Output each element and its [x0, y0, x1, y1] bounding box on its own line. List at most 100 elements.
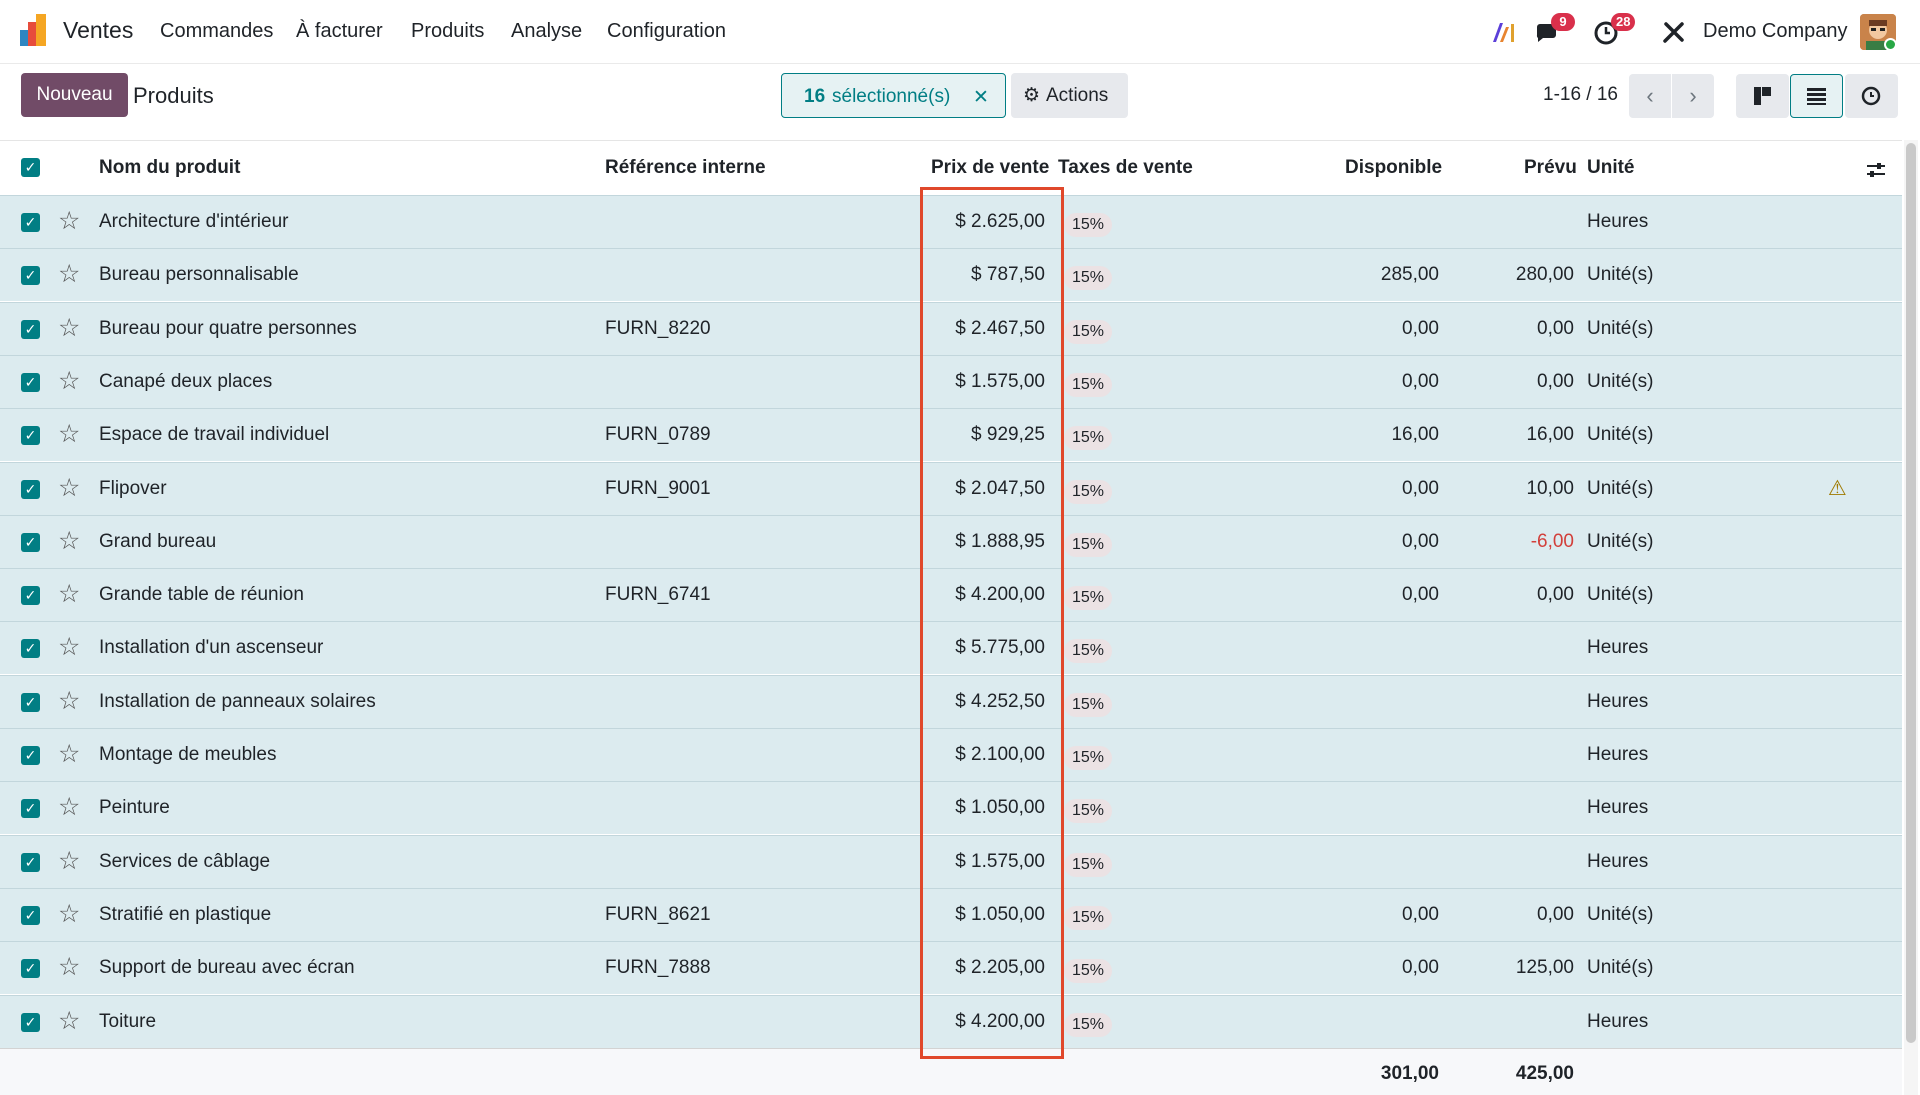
header-available[interactable]: Disponible	[1345, 157, 1443, 178]
row-checkbox[interactable]: ✓	[21, 479, 40, 499]
unit-of-measure: Unité(s)	[1587, 370, 1654, 392]
chat-icon[interactable]	[1533, 18, 1561, 46]
star-icon[interactable]: ☆	[58, 366, 81, 395]
pager-value[interactable]: 1-16 / 16	[1543, 84, 1618, 105]
list-icon	[1807, 88, 1826, 105]
debug-tools-icon[interactable]	[1660, 18, 1688, 46]
row-checkbox[interactable]: ✓	[21, 746, 40, 765]
row-checkbox[interactable]: ✓	[21, 639, 40, 659]
table-row[interactable]: ✓ ☆ Toiture $ 4.200,00 15% Heures	[0, 994, 1902, 1048]
chevron-right-icon[interactable]: ›	[1672, 74, 1714, 118]
new-button[interactable]: Nouveau	[21, 73, 128, 117]
tax-badge: 15%	[1064, 692, 1113, 717]
header-unit[interactable]: Unité	[1587, 157, 1635, 178]
clock-icon[interactable]	[1593, 18, 1621, 46]
star-icon[interactable]: ☆	[58, 313, 81, 342]
star-icon[interactable]: ☆	[58, 686, 81, 715]
row-checkbox[interactable]: ✓	[21, 266, 40, 286]
table-row[interactable]: ✓ ☆ Flipover FURN_9001 $ 2.047,50 15% 0,00 10,0…	[0, 461, 1902, 515]
company-name[interactable]: Demo Company	[1703, 20, 1848, 42]
unit-of-measure: Unité(s)	[1587, 424, 1654, 446]
star-icon[interactable]: ☆	[58, 953, 81, 982]
scrollbar-thumb[interactable]	[1906, 143, 1916, 1043]
activity-view-button[interactable]	[1845, 74, 1898, 118]
forecast-qty: 16,00	[1526, 424, 1574, 446]
table-row[interactable]: ✓ ☆ Grande table de réunion FURN_6741 $ 4.20…	[0, 568, 1902, 622]
table-row[interactable]: ✓ ☆ Support de bureau avec écran FURN_7888 $…	[0, 941, 1902, 995]
star-icon[interactable]: ☆	[58, 633, 81, 662]
row-checkbox[interactable]: ✓	[21, 372, 40, 392]
table-header: ✓ Nom du produit Référence interne Prix …	[0, 140, 1902, 195]
menu-produits[interactable]: Produits	[411, 20, 485, 42]
available-qty: 0,00	[1402, 957, 1439, 979]
table-row[interactable]: ✓ ☆ Montage de meubles $ 2.100,00 15% Heures	[0, 728, 1902, 781]
header-ref[interactable]: Référence interne	[605, 157, 766, 178]
row-checkbox[interactable]: ✓	[21, 692, 40, 712]
row-checkbox[interactable]: ✓	[21, 426, 40, 446]
table-row[interactable]: ✓ ☆ Canapé deux places $ 1.575,00 15% 0,00 0,0…	[0, 354, 1902, 408]
row-checkbox[interactable]: ✓	[21, 959, 40, 979]
row-checkbox[interactable]: ✓	[21, 213, 40, 232]
star-icon[interactable]: ☆	[58, 207, 81, 235]
sales-app-icon[interactable]	[20, 14, 50, 46]
table-row[interactable]: ✓ ☆ Architecture d'intérieur $ 2.625,00 15% H…	[0, 195, 1902, 248]
row-checkbox[interactable]: ✓	[21, 799, 40, 819]
table-row[interactable]: ✓ ☆ Stratifié en plastique FURN_8621 $ 1.050…	[0, 887, 1902, 941]
available-qty: 285,00	[1380, 264, 1439, 286]
total-forecast: 425,00	[1515, 1063, 1574, 1084]
star-icon[interactable]: ☆	[58, 740, 81, 768]
row-checkbox[interactable]: ✓	[21, 1012, 40, 1032]
product-name: Peinture	[99, 797, 170, 819]
ai-icon[interactable]	[1490, 18, 1518, 46]
star-icon[interactable]: ☆	[58, 793, 81, 822]
selection-label: sélectionné(s)	[832, 86, 951, 107]
unit-of-measure: Unité(s)	[1587, 903, 1654, 925]
star-icon[interactable]: ☆	[58, 580, 81, 609]
table-row[interactable]: ✓ ☆ Grand bureau $ 1.888,95 15% 0,00 -6,00 Unit…	[0, 514, 1902, 568]
table-row[interactable]: ✓ ☆ Peinture $ 1.050,00 15% Heures	[0, 781, 1902, 835]
star-icon[interactable]: ☆	[58, 1006, 81, 1035]
header-name[interactable]: Nom du produit	[99, 157, 241, 178]
star-icon[interactable]: ☆	[58, 260, 81, 289]
row-checkbox[interactable]: ✓	[21, 319, 40, 339]
kanban-view-button[interactable]	[1736, 74, 1789, 118]
warning-icon: ⚠	[1828, 476, 1847, 500]
forecast-qty: 0,00	[1537, 584, 1574, 606]
row-checkbox[interactable]: ✓	[21, 852, 40, 872]
star-icon[interactable]: ☆	[58, 420, 81, 449]
optional-columns-icon[interactable]	[1865, 159, 1887, 181]
header-price[interactable]: Prix de vente	[931, 157, 1050, 178]
clock-icon	[1861, 86, 1881, 106]
menu-commandes[interactable]: Commandes	[160, 20, 274, 42]
close-icon[interactable]: ✕	[973, 87, 989, 108]
menu-a-facturer[interactable]: À facturer	[296, 20, 383, 42]
tax-badge: 15%	[1064, 532, 1113, 557]
header-taxes[interactable]: Taxes de vente	[1058, 157, 1193, 178]
menu-analyse[interactable]: Analyse	[511, 20, 583, 42]
unit-of-measure: Heures	[1587, 211, 1649, 232]
table-row[interactable]: ✓ ☆ Espace de travail individuel FURN_0789 $…	[0, 408, 1902, 462]
chevron-left-icon[interactable]: ‹	[1629, 74, 1671, 118]
table-row[interactable]: ✓ ☆ Services de câblage $ 1.575,00 15% Heures	[0, 834, 1902, 888]
table-row[interactable]: ✓ ☆ Installation de panneaux solaires $ 4.2…	[0, 674, 1902, 728]
select-all-checkbox[interactable]: ✓	[21, 158, 40, 177]
row-checkbox[interactable]: ✓	[21, 586, 40, 606]
row-checkbox[interactable]: ✓	[21, 905, 40, 925]
table-row[interactable]: ✓ ☆ Installation d'un ascenseur $ 5.775,00 1…	[0, 621, 1902, 675]
row-checkbox[interactable]: ✓	[21, 532, 40, 552]
app-name[interactable]: Ventes	[63, 17, 134, 43]
list-view-button[interactable]	[1790, 74, 1843, 118]
header-forecast[interactable]: Prévu	[1524, 157, 1577, 178]
unit-of-measure: Heures	[1587, 850, 1649, 872]
table-row[interactable]: ✓ ☆ Bureau pour quatre personnes FURN_8220 $…	[0, 301, 1902, 355]
selection-chip[interactable]: 16 sélectionné(s) ✕	[781, 73, 1006, 118]
menu-configuration[interactable]: Configuration	[607, 20, 726, 42]
star-icon[interactable]: ☆	[58, 899, 81, 928]
star-icon[interactable]: ☆	[58, 846, 81, 875]
star-icon[interactable]: ☆	[58, 473, 81, 502]
tax-badge: 15%	[1064, 319, 1113, 344]
product-name: Stratifié en plastique	[99, 903, 272, 925]
table-row[interactable]: ✓ ☆ Bureau personnalisable $ 787,50 15% 285,0…	[0, 248, 1902, 302]
actions-button[interactable]: ⚙ Actions	[1011, 73, 1128, 118]
star-icon[interactable]: ☆	[58, 526, 81, 555]
